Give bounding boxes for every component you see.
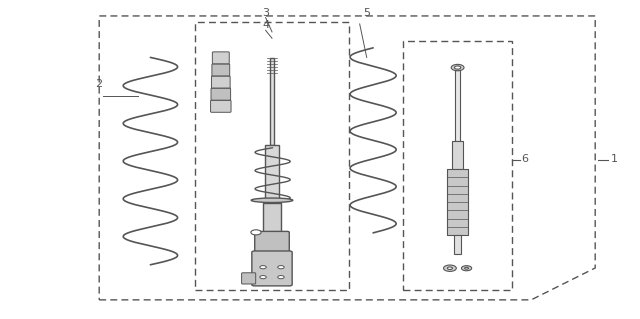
- Bar: [263, 203, 281, 232]
- FancyBboxPatch shape: [252, 251, 292, 286]
- Text: 5: 5: [363, 8, 370, 18]
- Bar: [195, 22, 349, 290]
- Text: 1: 1: [611, 154, 618, 165]
- Bar: [456, 70, 460, 141]
- FancyBboxPatch shape: [255, 231, 289, 253]
- Circle shape: [278, 276, 284, 279]
- Circle shape: [451, 64, 464, 71]
- Circle shape: [251, 230, 261, 235]
- Text: 4: 4: [262, 20, 269, 30]
- Circle shape: [260, 276, 266, 279]
- Bar: [447, 169, 468, 235]
- Circle shape: [454, 66, 461, 69]
- Circle shape: [447, 267, 452, 270]
- Bar: [403, 41, 512, 290]
- FancyBboxPatch shape: [241, 273, 255, 284]
- Circle shape: [444, 265, 456, 271]
- FancyBboxPatch shape: [211, 88, 230, 100]
- Text: 6: 6: [522, 154, 529, 165]
- Circle shape: [461, 266, 472, 271]
- Circle shape: [278, 266, 284, 269]
- FancyBboxPatch shape: [211, 76, 230, 88]
- Ellipse shape: [251, 198, 293, 203]
- Bar: [452, 141, 463, 169]
- Circle shape: [260, 266, 266, 269]
- FancyBboxPatch shape: [212, 64, 230, 76]
- Bar: [454, 235, 461, 254]
- FancyBboxPatch shape: [212, 52, 229, 64]
- Text: 3: 3: [262, 8, 269, 18]
- Circle shape: [465, 267, 468, 269]
- Bar: [265, 145, 279, 200]
- Text: 2: 2: [95, 79, 102, 89]
- FancyBboxPatch shape: [211, 100, 231, 112]
- Bar: [270, 58, 275, 145]
